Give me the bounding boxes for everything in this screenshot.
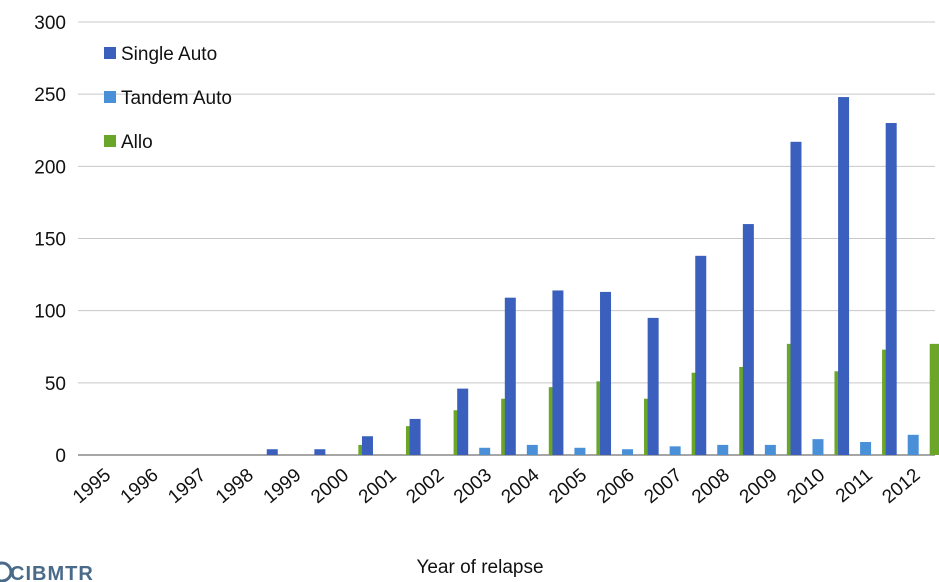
bar-tandem-auto-2003 <box>479 447 491 455</box>
bar-allo-2012 <box>929 343 939 455</box>
bar-single-auto-1999 <box>266 449 278 455</box>
x-tick-label: 2003 <box>450 465 496 508</box>
bar-single-auto-2007 <box>647 317 659 455</box>
x-tick-label: 1999 <box>260 465 306 508</box>
x-tick-label: 2008 <box>688 465 734 508</box>
bars <box>266 97 939 456</box>
bar-tandem-auto-2008 <box>717 444 729 455</box>
x-tick-label: 2010 <box>783 465 829 508</box>
legend-swatch-allo <box>104 135 116 147</box>
bar-single-auto-2001 <box>361 436 373 455</box>
legend-label-allo: Allo <box>121 132 153 153</box>
bar-tandem-auto-2010 <box>812 439 824 455</box>
y-tick-label: 50 <box>45 374 66 395</box>
y-tick-label: 100 <box>34 302 66 323</box>
bar-single-auto-2000 <box>314 449 326 455</box>
bar-tandem-auto-2011 <box>860 442 872 455</box>
x-axis-ticks: 1995 1996 1997 1998 1999 2000 2001 2002 2003 2004… <box>69 464 924 508</box>
x-tick-label: 2002 <box>402 465 448 508</box>
y-tick-label: 200 <box>34 157 66 178</box>
x-tick-label: 2012 <box>879 465 925 508</box>
bar-single-auto-2003 <box>457 388 469 455</box>
legend-swatch-single-auto <box>104 47 116 59</box>
bar-tandem-auto-2007 <box>669 446 681 455</box>
legend: Single Auto Tandem Auto Allo <box>104 44 232 153</box>
x-tick-label: 1997 <box>164 465 210 508</box>
bar-tandem-auto-2006 <box>622 449 634 455</box>
bar-single-auto-2010 <box>790 141 802 455</box>
x-tick-label: 2004 <box>498 464 544 508</box>
x-tick-label: 2009 <box>736 465 782 508</box>
x-tick-label: 1995 <box>69 465 115 508</box>
bar-single-auto-2009 <box>742 224 754 455</box>
logo-text: CIBMTR <box>10 563 94 582</box>
y-tick-label: 150 <box>34 230 66 251</box>
bar-single-auto-2002 <box>409 418 421 455</box>
y-axis-ticks: 0 50 100 150 200 250 300 <box>34 13 66 467</box>
bar-single-auto-2004 <box>504 297 516 455</box>
legend-label-tandem-auto: Tandem Auto <box>121 88 232 109</box>
y-tick-label: 250 <box>34 85 66 106</box>
y-tick-label: 0 <box>55 446 66 467</box>
x-tick-label: 2001 <box>355 465 401 508</box>
legend-swatch-tandem-auto <box>104 91 116 103</box>
x-tick-label: 2000 <box>307 465 353 508</box>
x-tick-label: 1996 <box>117 465 163 508</box>
bar-tandem-auto-2012 <box>907 434 919 455</box>
bar-single-auto-2011 <box>838 97 850 455</box>
x-tick-label: 2006 <box>593 465 639 508</box>
legend-label-single-auto: Single Auto <box>121 44 217 65</box>
bar-tandem-auto-2004 <box>526 444 538 455</box>
x-tick-label: 1998 <box>212 465 258 508</box>
x-tick-label: 2007 <box>640 465 686 508</box>
x-axis-label: Year of relapse <box>416 557 543 578</box>
bar-single-auto-2006 <box>600 291 612 455</box>
x-tick-label: 2005 <box>545 465 591 508</box>
bar-tandem-auto-2009 <box>764 444 776 455</box>
x-tick-label: 2011 <box>832 465 877 507</box>
y-tick-label: 300 <box>34 13 66 34</box>
bar-single-auto-2008 <box>695 255 707 455</box>
cibmtr-logo: CIBMTR <box>0 561 94 582</box>
bar-single-auto-2005 <box>552 290 564 455</box>
bar-single-auto-2012 <box>885 123 897 456</box>
bar-tandem-auto-2005 <box>574 447 586 455</box>
